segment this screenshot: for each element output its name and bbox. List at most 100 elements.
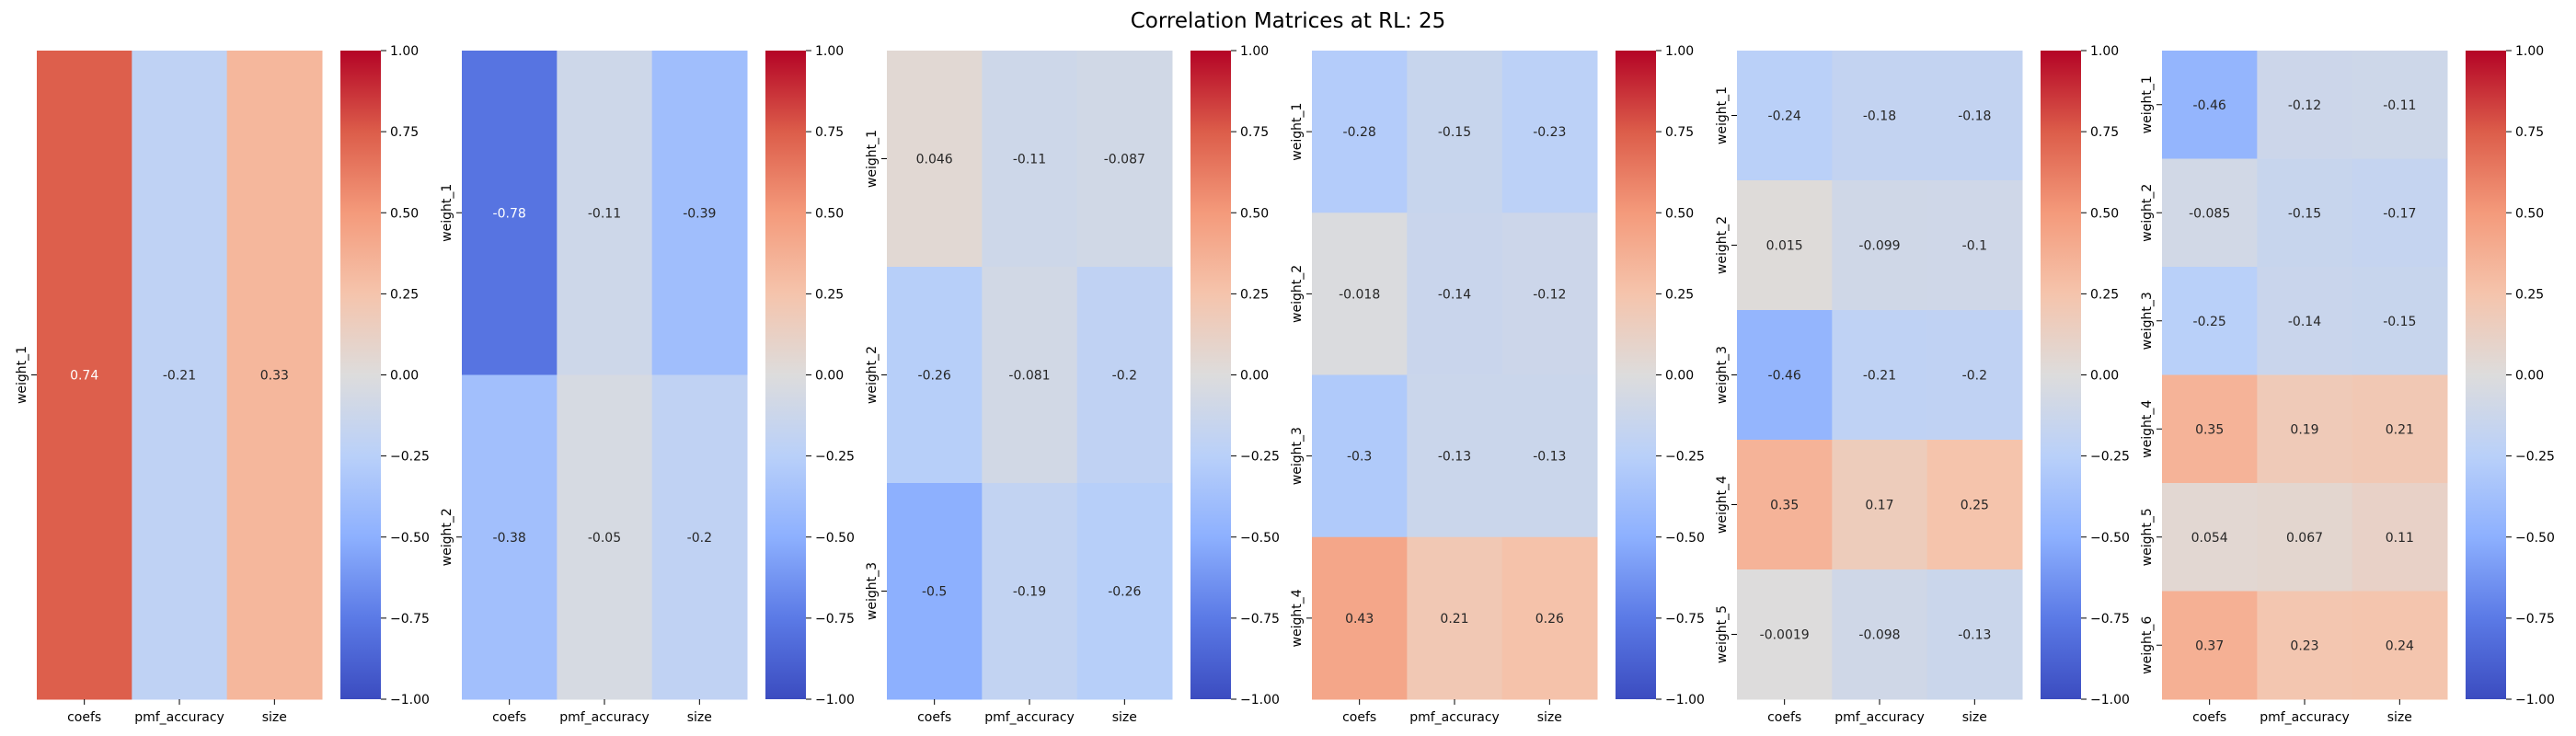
- cell-value-label: -0.018: [1339, 287, 1380, 302]
- cell-value-label: 0.35: [1770, 499, 1799, 513]
- cell-value-label: 0.046: [916, 153, 953, 167]
- cell-value-label: -0.081: [1008, 369, 1050, 384]
- cell-value-label: -0.28: [1343, 125, 1376, 140]
- colorbar-tick-label: 0.75: [815, 125, 844, 140]
- colorbar-tick-label: 0.50: [1240, 206, 1269, 221]
- colorbar: [340, 51, 381, 699]
- colorbar-tick-label: 0.25: [1665, 287, 1694, 302]
- y-tick-label: weight_1: [865, 130, 880, 188]
- colorbar-tick-label: −0.75: [2090, 612, 2130, 627]
- colorbar-tick-label: −1.00: [2090, 693, 2130, 707]
- colorbar-tick-label: 0.50: [815, 206, 844, 221]
- colorbar-tick-label: 0.25: [390, 287, 419, 302]
- heatmap-cell: [132, 51, 228, 700]
- heatmap-cell: [1076, 483, 1173, 700]
- heatmap-cell: [1076, 267, 1173, 484]
- y-tick-label: weight_2: [440, 508, 454, 566]
- colorbar-tick-label: 1.00: [2515, 44, 2544, 59]
- colorbar-tick-label: 0.75: [1665, 125, 1694, 140]
- cell-value-label: 0.35: [2195, 422, 2224, 437]
- colorbar-tick-label: −0.50: [2515, 531, 2555, 546]
- heatmap-cell: [1501, 374, 1598, 538]
- y-tick-label: weight_1: [440, 184, 454, 242]
- colorbar-tick-label: 0.00: [2515, 369, 2544, 384]
- heatmap-cell: [2352, 374, 2448, 484]
- y-tick-label: weight_3: [2140, 292, 2155, 350]
- heatmap-cell: [2162, 483, 2258, 592]
- heatmap-cell: [1832, 51, 1928, 181]
- colorbar-tick-label: 0.75: [2515, 125, 2544, 140]
- heatmap-cell: [1832, 440, 1928, 570]
- cell-value-label: -0.13: [1533, 450, 1566, 465]
- colorbar: [2041, 51, 2081, 699]
- heatmap-cell: [462, 51, 558, 375]
- y-tick-label: weight_1: [15, 346, 29, 404]
- cell-value-label: -0.25: [2193, 315, 2226, 329]
- colorbar-tick-label: 0.00: [1665, 369, 1694, 384]
- cell-value-label: -0.085: [2189, 206, 2230, 221]
- colorbar-tick-label: 1.00: [1665, 44, 1694, 59]
- colorbar-tick-label: −0.75: [1665, 612, 1705, 627]
- heatmap-cell: [1926, 51, 2023, 181]
- cell-value-label: -0.15: [2288, 206, 2321, 221]
- heatmap-cell: [1312, 374, 1408, 538]
- cell-value-label: 0.43: [1345, 612, 1374, 627]
- cell-value-label: -0.12: [1533, 287, 1566, 302]
- heatmap-cell: [1926, 310, 2023, 441]
- colorbar-tick-label: −0.50: [2090, 531, 2130, 546]
- heatmap-cell: [2257, 591, 2353, 700]
- figure-title: Correlation Matrices at RL: 25: [1130, 9, 1446, 33]
- colorbar-tick-label: 0.00: [1240, 369, 1269, 384]
- cell-value-label: 0.26: [1535, 612, 1564, 627]
- colorbar-tick-label: 0.75: [390, 125, 419, 140]
- cell-value-label: -0.13: [1438, 450, 1471, 465]
- x-tick-label: size: [262, 710, 287, 725]
- cell-value-label: -0.05: [588, 531, 621, 546]
- colorbar-tick-label: −1.00: [1240, 693, 1280, 707]
- colorbar-tick-label: −1.00: [2515, 693, 2555, 707]
- heatmap-cell: [2257, 51, 2353, 159]
- heatmap-cell: [651, 51, 748, 375]
- colorbar-tick-label: 0.25: [2515, 287, 2544, 302]
- heatmap-cell: [557, 51, 653, 375]
- colorbar-tick-label: −0.75: [1240, 612, 1280, 627]
- colorbar-tick-label: −0.50: [390, 531, 430, 546]
- colorbar-tick-label: 0.50: [390, 206, 419, 221]
- colorbar-tick-label: 1.00: [815, 44, 844, 59]
- heatmap-cell: [1926, 440, 2023, 570]
- heatmap-cell: [1737, 440, 1833, 570]
- colorbar-tick-label: −0.75: [815, 612, 855, 627]
- cell-value-label: -0.11: [588, 206, 621, 221]
- cell-value-label: -0.2: [687, 531, 712, 546]
- x-tick-label: pmf_accuracy: [1834, 710, 1925, 725]
- colorbar-tick-label: 0.00: [2090, 369, 2119, 384]
- heatmap-cell: [2162, 267, 2258, 375]
- heatmap-cell: [557, 374, 653, 700]
- colorbar: [765, 51, 806, 699]
- heatmap-cell: [1076, 51, 1173, 268]
- heatmap-cell: [982, 267, 1078, 484]
- cell-value-label: -0.23: [1533, 125, 1566, 140]
- cell-value-label: -0.098: [1858, 628, 1900, 643]
- heatmap-cell: [887, 483, 983, 700]
- colorbar-tick-label: −0.25: [390, 450, 430, 465]
- heatmap-cell: [37, 51, 132, 700]
- heatmap-cell: [2162, 158, 2258, 268]
- colorbar-tick-label: −0.75: [2515, 612, 2555, 627]
- x-tick-label: pmf_accuracy: [559, 710, 650, 725]
- x-tick-label: coefs: [67, 710, 101, 725]
- colorbar-tick-label: 0.75: [1240, 125, 1269, 140]
- cell-value-label: 0.054: [2191, 531, 2228, 546]
- heatmap-cell: [887, 51, 983, 268]
- colorbar-tick-label: 0.75: [2090, 125, 2119, 140]
- colorbar-tick-label: −0.75: [390, 612, 430, 627]
- heatmap-cell: [2162, 51, 2258, 159]
- cell-value-label: -0.24: [1768, 109, 1801, 124]
- colorbar-tick-label: 0.25: [2090, 287, 2119, 302]
- heatmap-cell: [1737, 569, 1833, 700]
- cell-value-label: -0.1: [1962, 239, 1987, 254]
- cell-value-label: -0.15: [2383, 315, 2416, 329]
- colorbar-tick-label: −0.25: [815, 450, 855, 465]
- x-tick-label: size: [1962, 710, 1987, 725]
- cell-value-label: 0.23: [2290, 638, 2318, 653]
